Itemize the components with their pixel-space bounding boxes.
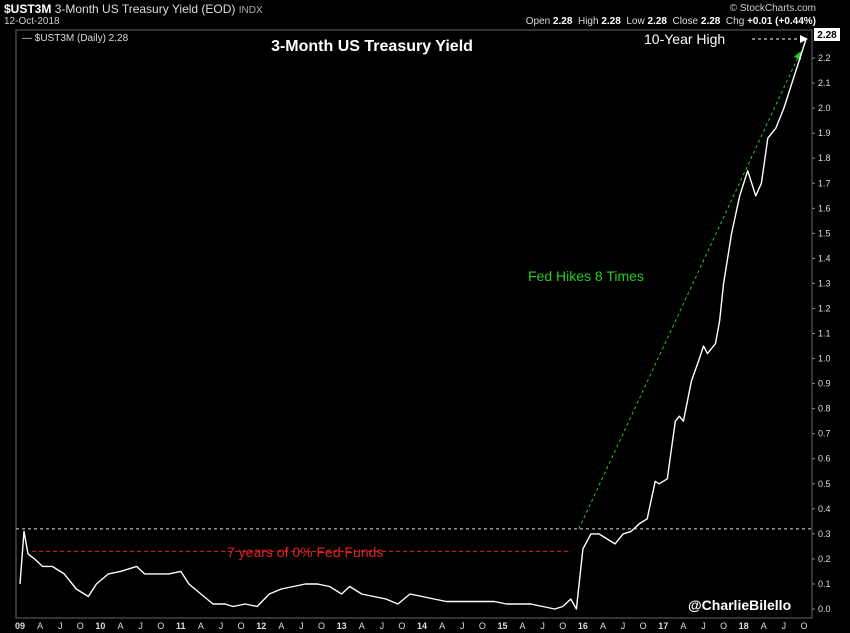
symbol: $UST3M <box>4 2 52 16</box>
ohlc-open-label: Open <box>525 16 551 27</box>
y-tick-label: 1.5 <box>818 228 831 238</box>
fed-hikes-label: Fed Hikes 8 Times <box>528 268 644 284</box>
x-tick-label: J <box>299 621 304 631</box>
fed-hikes-arrow <box>578 51 802 530</box>
ohlc-high-label: High <box>577 16 599 27</box>
x-tick-label: J <box>58 621 63 631</box>
x-tick-label: A <box>761 621 767 631</box>
chart-date: 12-Oct-2018 <box>4 16 60 27</box>
x-tick-label: 18 <box>739 621 749 631</box>
x-tick-label: 13 <box>337 621 347 631</box>
zero-funds-label: 7 years of 0% Fed Funds <box>227 544 383 560</box>
x-tick-label: J <box>460 621 465 631</box>
exchange: INDX <box>238 5 263 16</box>
y-tick-label: 0.6 <box>818 454 831 464</box>
x-tick-label: 09 <box>15 621 25 631</box>
x-tick-label: O <box>479 621 486 631</box>
y-tick-label: 0.7 <box>818 429 831 439</box>
last-value-text: 2.28 <box>817 30 837 41</box>
x-tick-label: 11 <box>176 621 186 631</box>
x-tick-label: J <box>380 621 385 631</box>
y-tick-label: 0.4 <box>818 504 831 514</box>
y-tick-label: 1.6 <box>818 203 831 213</box>
ohlc-close-label: Close <box>672 16 699 27</box>
ohlc-readout: Open 2.28 High 2.28 Low 2.28 Close 2.28 … <box>526 16 816 27</box>
y-tick-label: 0.3 <box>818 529 831 539</box>
x-tick-label: 15 <box>497 621 507 631</box>
legend-entry: — $UST3M (Daily) 2.28 <box>22 33 129 44</box>
x-tick-label: A <box>439 621 445 631</box>
y-tick-label: 2.1 <box>818 78 831 88</box>
y-tick-label: 1.2 <box>818 303 831 313</box>
series-line <box>19 37 808 610</box>
ohlc-low-value: 2.28 <box>647 16 667 27</box>
x-tick-label: O <box>720 621 727 631</box>
y-axis: 0.0 0.1 0.2 0.3 0.4 0.5 0.6 0.7 0.8 0.9 1.0 1.1 1.2 1… <box>812 53 831 614</box>
x-tick-label: O <box>800 621 807 631</box>
x-tick-label: A <box>600 621 606 631</box>
x-tick-label: J <box>782 621 787 631</box>
x-tick-label: J <box>540 621 545 631</box>
x-tick-label: J <box>621 621 626 631</box>
last-value-badge: 2.28 <box>814 28 840 41</box>
y-tick-label: 1.7 <box>818 178 831 188</box>
x-tick-label: A <box>198 621 204 631</box>
brand-logo: © StockCharts.com <box>729 3 816 14</box>
x-tick-label: O <box>238 621 245 631</box>
x-tick-label: 14 <box>417 621 427 631</box>
x-tick-label: J <box>701 621 706 631</box>
x-tick-label: 12 <box>256 621 266 631</box>
y-tick-label: 1.0 <box>818 354 831 364</box>
ten-year-high-label: 10-Year High <box>644 31 725 47</box>
credit-label: @CharlieBilello <box>688 597 791 613</box>
x-tick-label: O <box>77 621 84 631</box>
y-tick-label: 1.8 <box>818 153 831 163</box>
y-tick-label: 1.4 <box>818 253 831 263</box>
x-tick-label: A <box>680 621 686 631</box>
x-tick-label: J <box>138 621 143 631</box>
x-tick-label: O <box>398 621 405 631</box>
x-tick-label: A <box>278 621 284 631</box>
y-tick-label: 0.8 <box>818 404 831 414</box>
ohlc-open-value: 2.28 <box>552 16 573 27</box>
chart-title: 3-Month US Treasury Yield <box>271 38 473 55</box>
y-tick-label: 2.2 <box>818 53 831 63</box>
plot-frame <box>15 29 813 619</box>
x-tick-label: 17 <box>658 621 668 631</box>
ohlc-low-label: Low <box>626 16 645 27</box>
x-tick-label: O <box>559 621 566 631</box>
x-tick-label: O <box>640 621 647 631</box>
x-tick-label: 10 <box>95 621 105 631</box>
x-tick-label: 16 <box>578 621 588 631</box>
ohlc-chg-value: +0.01 (+0.44%) <box>747 16 816 27</box>
x-tick-label: A <box>37 621 43 631</box>
y-tick-label: 2.0 <box>818 103 831 113</box>
ohlc-high-value: 2.28 <box>601 16 621 27</box>
y-tick-label: 1.3 <box>818 278 831 288</box>
y-tick-label: 1.9 <box>818 128 831 138</box>
y-tick-label: 0.0 <box>818 604 831 614</box>
y-tick-label: 0.9 <box>818 379 831 389</box>
ohlc-close-value: 2.28 <box>700 16 721 27</box>
symbol-line: $UST3M 3-Month US Treasury Yield (EOD) I… <box>4 2 263 16</box>
y-tick-label: 0.1 <box>818 579 831 589</box>
ohlc-chg-label: Chg <box>725 16 745 27</box>
x-tick-label: A <box>118 621 124 631</box>
x-tick-label: A <box>359 621 365 631</box>
y-tick-label: 0.5 <box>818 479 831 489</box>
y-tick-label: 0.2 <box>818 554 831 564</box>
chart-header: $UST3M 3-Month US Treasury Yield (EOD) I… <box>0 0 850 30</box>
symbol-description: 3-Month US Treasury Yield (EOD) <box>54 2 236 16</box>
y-tick-label: 1.1 <box>818 329 831 339</box>
x-tick-label: A <box>520 621 526 631</box>
x-axis: 09 A J O 10 A J O 11 A J O 12 A J O 13 A J O 14 A J O 15 A J O 16 A J O… <box>15 621 807 631</box>
x-tick-label: O <box>157 621 164 631</box>
x-tick-label: O <box>318 621 325 631</box>
x-tick-label: J <box>219 621 224 631</box>
